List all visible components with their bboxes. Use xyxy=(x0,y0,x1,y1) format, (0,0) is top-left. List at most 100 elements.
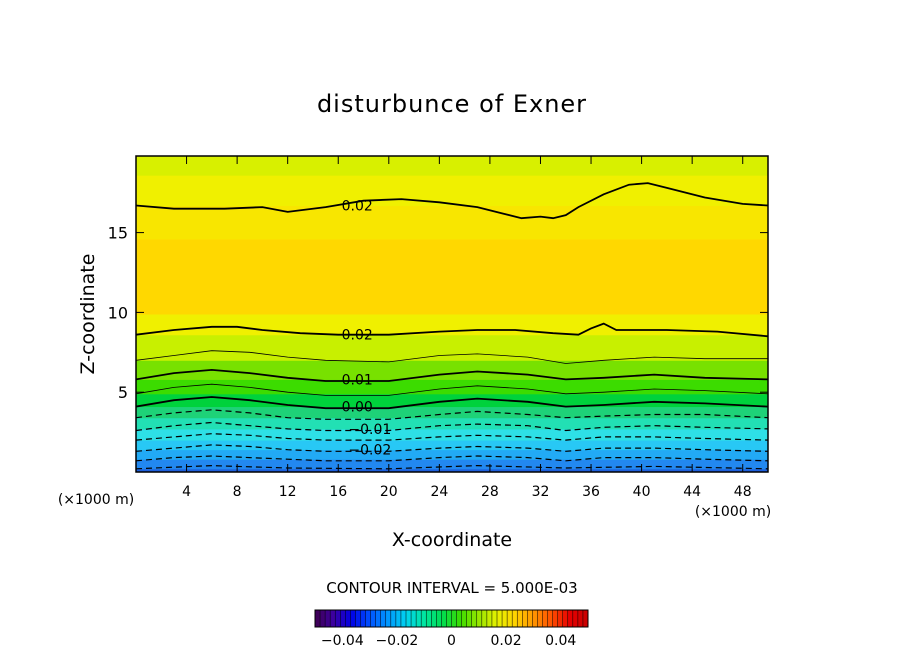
contour-line-11 xyxy=(136,464,768,470)
colorbar-stripe-21 xyxy=(421,610,427,627)
x-tick-label-7: 32 xyxy=(532,484,550,500)
y-tick-label-0: 5 xyxy=(118,383,128,402)
contour-line-4 xyxy=(136,383,768,396)
colorbar-stripe-42 xyxy=(527,610,533,627)
fill-band-5 xyxy=(136,417,768,430)
colorbar-stripe-34 xyxy=(486,610,493,627)
colorbar-stripe-22 xyxy=(426,610,432,627)
colorbar-stripe-38 xyxy=(507,610,513,627)
colorbar-stripe-31 xyxy=(471,610,478,627)
x-tick-label-0: 4 xyxy=(182,484,191,500)
colorbar-stripe-29 xyxy=(461,610,467,627)
colorbar-stripe-15 xyxy=(390,610,397,627)
fill-band-8 xyxy=(136,378,768,395)
x-tick-label-11: 48 xyxy=(734,484,752,500)
colorbar-stripe-43 xyxy=(532,610,538,627)
contour-label-0: 0.02 xyxy=(342,198,373,214)
contour-lines xyxy=(136,182,768,470)
fill-band-12 xyxy=(136,238,768,315)
colorbar-stripe-8 xyxy=(355,610,361,627)
fill-band-1 xyxy=(136,458,768,470)
colorbar-stripe-39 xyxy=(512,610,518,627)
colorbar-stripe-50 xyxy=(567,610,574,627)
fill-band-13 xyxy=(136,204,768,240)
fill-band-11 xyxy=(136,313,768,336)
fill-band-2 xyxy=(136,449,768,460)
contour-label-3: 0.00 xyxy=(342,400,373,416)
colorbar-stripe-36 xyxy=(497,610,503,627)
colorbar-stripe-17 xyxy=(400,610,407,627)
colorbar-tick-label-3: 0.02 xyxy=(491,633,522,649)
colorbar-stripe-14 xyxy=(385,610,392,627)
contour-interval-text: CONTOUR INTERVAL = 5.000E-03 xyxy=(326,579,577,597)
contour-line-6 xyxy=(136,409,768,420)
colorbar-stripe-1 xyxy=(320,610,326,627)
colorbar-stripe-41 xyxy=(522,610,528,627)
colorbar-stripe-46 xyxy=(547,610,553,627)
contour-label-4: −0.01 xyxy=(348,422,391,438)
colorbar-stripe-44 xyxy=(537,610,543,627)
colorbar-stripe-28 xyxy=(456,610,462,627)
colorbar-stripe-49 xyxy=(562,610,569,627)
y-tick-label-1: 10 xyxy=(108,303,128,322)
contour-line-5 xyxy=(136,396,768,410)
colorbar-tick-label-2: 0 xyxy=(447,633,456,649)
y-axis-ticks: 5 10 15 xyxy=(108,224,768,402)
colorbar-stripe-0 xyxy=(315,610,321,627)
colorbar-stripe-27 xyxy=(451,610,457,627)
chart-title: disturbunce of Exner xyxy=(317,90,587,118)
contour-label-2: 0.01 xyxy=(342,372,373,388)
x-tick-label-2: 12 xyxy=(279,484,297,500)
contour-line-10 xyxy=(136,455,768,462)
colorbar-tick-label-1: −0.02 xyxy=(375,633,418,649)
colorbar-stripe-33 xyxy=(481,610,488,627)
contour-line-0 xyxy=(136,182,768,220)
x-tick-label-10: 44 xyxy=(683,484,701,500)
x-tick-label-6: 28 xyxy=(481,484,499,500)
fill-band-14 xyxy=(136,174,768,206)
y-axis-label: Z-coordinate xyxy=(77,254,99,375)
y-tick-label-2: 15 xyxy=(108,224,128,243)
fill-band-15 xyxy=(136,156,768,176)
colorbar-frame xyxy=(314,609,589,628)
colorbar-stripe-24 xyxy=(436,610,442,627)
contour-labels: 0.02 0.02 0.01 0.00 −0.01 −0.02 xyxy=(342,198,392,458)
colorbar-stripe-48 xyxy=(557,610,564,627)
fill-band-3 xyxy=(136,439,768,451)
colorbar-stripe-4 xyxy=(335,610,341,627)
contour-line-1 xyxy=(136,322,768,338)
x-axis-label: X-coordinate xyxy=(392,529,512,551)
x-unit-left: (×1000 m) xyxy=(58,492,134,508)
colorbar-stripe-45 xyxy=(542,610,548,627)
x-tick-label-9: 40 xyxy=(633,484,651,500)
colorbar-stripe-7 xyxy=(350,610,356,627)
x-tick-label-1: 8 xyxy=(233,484,242,500)
x-unit-right: (×1000 m) xyxy=(695,504,771,520)
colorbar-stripe-6 xyxy=(345,610,351,627)
colorbar-stripe-40 xyxy=(517,610,523,627)
fill-band-9 xyxy=(136,359,768,380)
colorbar-stripe-52 xyxy=(577,610,584,627)
contour-label-1: 0.02 xyxy=(342,328,373,344)
colorbar-stripe-9 xyxy=(360,610,366,627)
colorbar-stripe-5 xyxy=(340,610,346,627)
x-tick-label-4: 20 xyxy=(380,484,398,500)
colorbar-stripe-47 xyxy=(552,610,558,627)
colorbar-stripe-32 xyxy=(476,610,483,627)
fill-band-0 xyxy=(136,468,768,472)
colorbar-stripe-10 xyxy=(365,610,371,627)
colorbar-stripe-12 xyxy=(375,610,382,627)
fill-band-4 xyxy=(136,428,768,441)
contour-line-8 xyxy=(136,433,768,441)
colorbar-stripe-53 xyxy=(582,610,589,627)
plot-frame xyxy=(135,155,769,473)
colorbar-ticks: −0.04 −0.02 0 0.02 0.04 xyxy=(321,633,577,649)
plot-fill xyxy=(136,156,768,472)
contour-line-7 xyxy=(136,421,768,432)
colorbar-stripe-37 xyxy=(502,610,508,627)
colorbar-tick-label-0: −0.04 xyxy=(321,633,364,649)
colorbar-stripe-30 xyxy=(466,610,473,627)
colorbar-stripe-25 xyxy=(441,610,447,627)
fill-band-10 xyxy=(136,334,768,361)
